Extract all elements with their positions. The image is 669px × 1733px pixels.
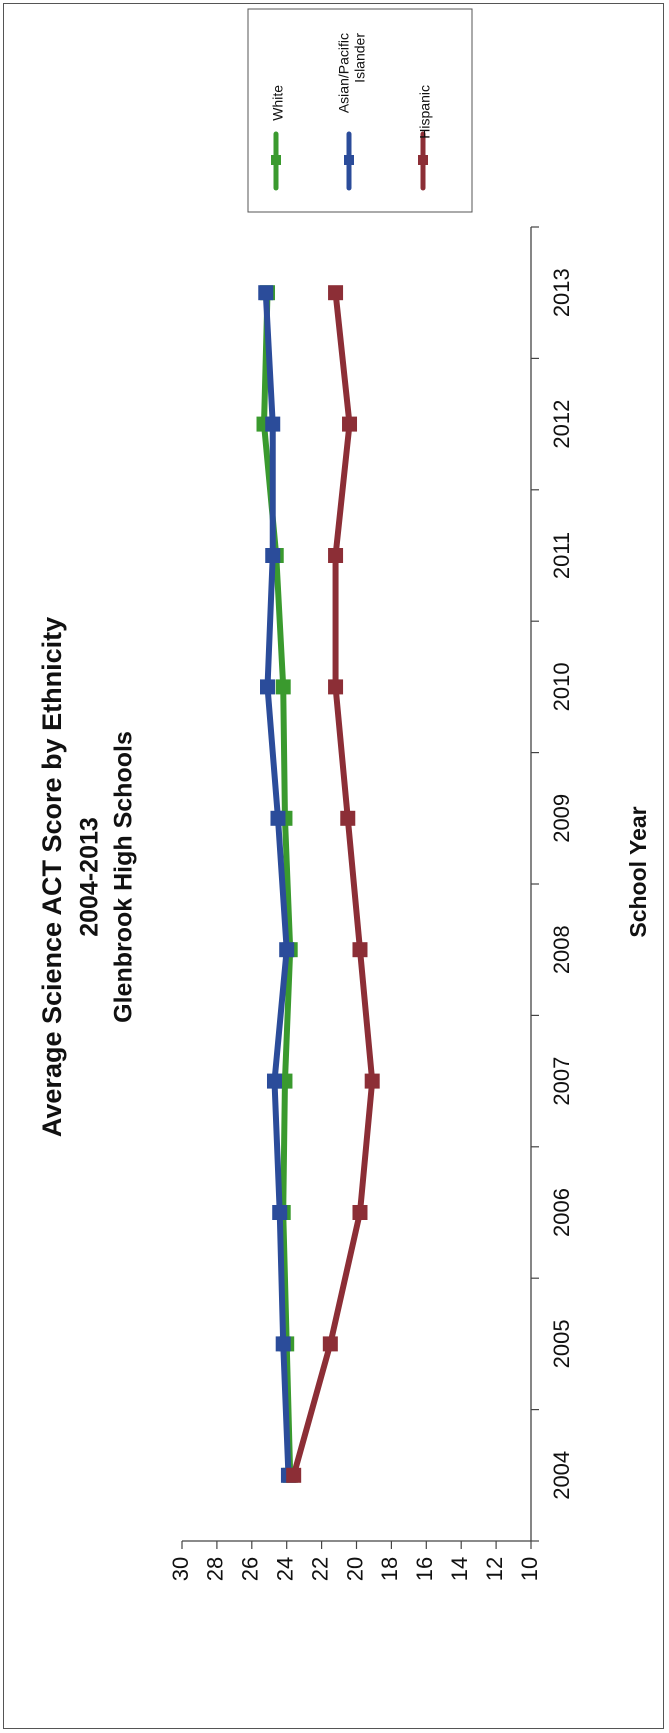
legend-label: Asian/Pacific (336, 33, 352, 113)
legend-swatch-marker (418, 155, 428, 165)
legend: White Asian/Pacific Islander Hispanic (247, 8, 473, 213)
value-tick-label: 24 (273, 1557, 298, 1581)
chart-title-line: Average Science ACT Score by Ethnicity (37, 617, 67, 1137)
category-tick-label: 2006 (549, 1188, 574, 1237)
axes: 10 12 14 16 18 20 22 24 26 28 30 2004 2005 2006 2007 20… (168, 226, 651, 1581)
category-tick-label: 2011 (549, 532, 574, 579)
value-tick-label: 14 (447, 1557, 472, 1581)
data-point-marker (260, 679, 276, 695)
chart-title-line: Glenbrook High Schools (110, 731, 138, 1023)
data-point-marker (328, 679, 344, 695)
data-point-marker (272, 1205, 288, 1220)
data-point-marker (258, 285, 274, 301)
value-tick-label: 28 (203, 1557, 228, 1581)
data-point-marker (340, 810, 356, 826)
legend-label: Hispanic (417, 85, 433, 139)
data-point-marker (342, 416, 358, 432)
legend-label: White (270, 85, 286, 121)
category-tick-label: 2005 (549, 1319, 574, 1368)
category-tick-label: 2008 (549, 925, 574, 974)
value-tick-label: 20 (342, 1557, 367, 1581)
value-tick-label: 26 (238, 1557, 263, 1581)
data-point-marker (270, 810, 286, 826)
value-tick-label: 10 (517, 1557, 542, 1581)
data-point-marker (352, 942, 368, 958)
series-line-3 (290, 289, 376, 1479)
data-point-marker (279, 942, 295, 958)
value-tick-label: 12 (482, 1557, 507, 1581)
chart-frame (3, 3, 664, 1729)
legend-swatch-marker (344, 155, 354, 165)
data-point-marker (322, 1336, 338, 1352)
chart-title-line: 2004-2013 (76, 817, 104, 937)
legend-swatch-marker (271, 155, 281, 165)
series-lines (256, 285, 380, 1483)
data-point-marker (275, 1336, 291, 1352)
data-point-marker (328, 285, 344, 301)
legend-box (247, 8, 473, 213)
data-point-marker (266, 1073, 282, 1089)
value-tick-label: 18 (377, 1557, 402, 1581)
data-point-marker (352, 1205, 368, 1220)
x-axis-title: School Year (625, 806, 651, 937)
category-tick-label: 2012 (549, 400, 574, 449)
category-tick-label: 2007 (549, 1057, 574, 1106)
value-tick-label: 22 (307, 1557, 332, 1581)
data-point-marker (265, 416, 281, 432)
category-tick-label: 2004 (549, 1451, 574, 1500)
data-point-marker (286, 1467, 302, 1483)
category-tick-label: 2013 (549, 268, 574, 317)
data-point-marker (275, 679, 291, 695)
data-point-marker (265, 548, 281, 563)
value-tick-label: 16 (412, 1557, 437, 1581)
data-point-marker (364, 1073, 380, 1089)
category-tick-label: 2010 (549, 662, 574, 711)
series-line-2 (262, 289, 292, 1479)
legend-label: Islander (352, 33, 368, 83)
chart-title: Average Science ACT Score by Ethnicity 20… (37, 617, 137, 1137)
value-tick-label: 30 (168, 1557, 193, 1581)
category-tick-label: 2009 (549, 794, 574, 843)
data-point-marker (328, 548, 344, 563)
